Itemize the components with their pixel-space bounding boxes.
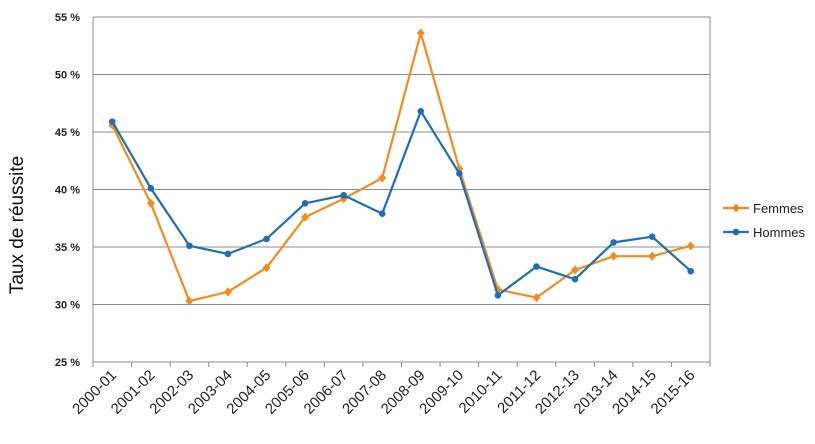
x-axis-ticks: 2000-012001-022002-032003-042004-052005-… [69, 367, 698, 418]
series-line-hommes [111, 110, 692, 297]
y-tick-label: 35 % [55, 242, 80, 254]
data-point [224, 250, 232, 258]
y-tick-label: 55 % [55, 12, 80, 24]
data-point [610, 239, 617, 246]
data-point [571, 275, 579, 283]
data-point [456, 170, 463, 177]
y-axis-label: Taux de réussite [7, 156, 28, 294]
data-point [378, 173, 387, 183]
data-point [340, 191, 347, 199]
y-tick-label: 50 % [55, 70, 80, 82]
data-point [416, 28, 425, 38]
data-point [648, 251, 657, 261]
y-tick-label: 45 % [55, 127, 80, 139]
data-point [147, 185, 155, 192]
data-point [532, 293, 541, 303]
data-point [494, 292, 502, 299]
data-series [108, 28, 695, 306]
data-point [301, 212, 310, 222]
y-tick-label: 40 % [55, 185, 80, 197]
y-tick-label: 30 % [55, 300, 80, 312]
data-point [686, 241, 695, 251]
data-point [301, 200, 309, 207]
data-point [417, 108, 425, 115]
data-point [378, 210, 386, 217]
y-tick-label: 25 % [55, 357, 80, 369]
legend: Femmes Hommes [723, 201, 806, 240]
data-point [609, 251, 618, 261]
gridlines [92, 16, 711, 367]
data-point [223, 287, 232, 297]
data-point [571, 265, 580, 275]
data-point [263, 235, 270, 243]
data-point [648, 233, 656, 240]
legend-marker [732, 203, 740, 213]
data-point [146, 198, 155, 208]
legend-label: Femmes [753, 201, 804, 216]
data-point [533, 263, 540, 270]
data-point [186, 242, 193, 250]
data-point [262, 263, 271, 273]
data-point [687, 267, 695, 275]
series-line-femmes [111, 31, 691, 303]
data-point [185, 296, 194, 306]
legend-marker [732, 228, 740, 236]
y-axis-ticks: 25 % 30 % 35 % 40 % 45 % 50 % 55 % [55, 12, 80, 369]
legend-label: Hommes [753, 225, 806, 240]
data-point [108, 118, 116, 125]
